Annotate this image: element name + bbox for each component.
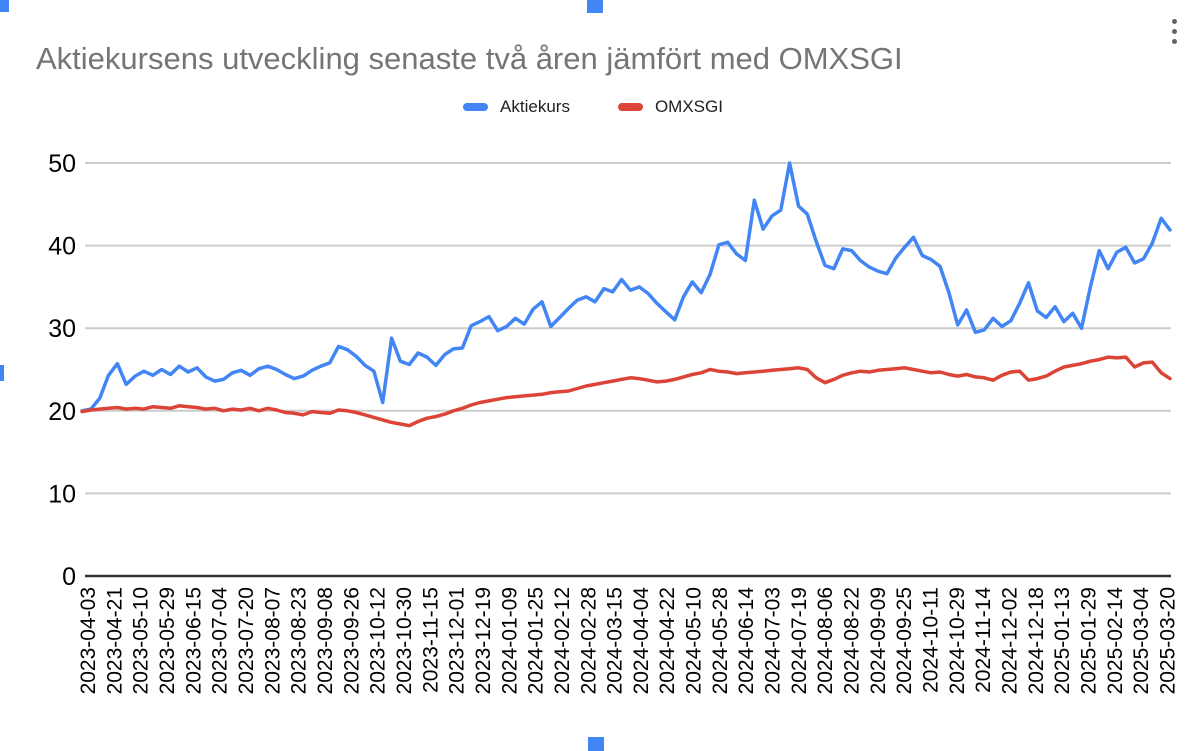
legend-label: OMXSGI bbox=[654, 97, 723, 116]
legend-swatch-omxsgi bbox=[617, 103, 643, 111]
selection-handle-top-left[interactable] bbox=[0, 0, 9, 12]
series-aktiekurs-line[interactable] bbox=[80, 161, 1172, 413]
selection-handle-left-middle[interactable] bbox=[0, 365, 4, 381]
svg-text:40: 40 bbox=[48, 233, 76, 261]
svg-text:2025-03-20: 2025-03-20 bbox=[1157, 587, 1180, 694]
svg-text:2023-10-12: 2023-10-12 bbox=[367, 587, 390, 694]
svg-text:2024-02-12: 2024-02-12 bbox=[551, 587, 574, 694]
legend-item-omxsgi[interactable]: OMXSGI bbox=[617, 97, 723, 117]
svg-text:2024-05-28: 2024-05-28 bbox=[709, 587, 732, 694]
svg-text:2024-07-19: 2024-07-19 bbox=[788, 587, 811, 694]
svg-text:2024-12-02: 2024-12-02 bbox=[999, 587, 1022, 694]
svg-text:2024-08-22: 2024-08-22 bbox=[841, 587, 864, 694]
svg-text:50: 50 bbox=[48, 150, 76, 178]
svg-text:2023-11-15: 2023-11-15 bbox=[419, 587, 442, 693]
svg-text:0: 0 bbox=[62, 563, 76, 591]
svg-text:2025-02-14: 2025-02-14 bbox=[1104, 587, 1127, 695]
svg-text:2023-08-07: 2023-08-07 bbox=[261, 587, 284, 694]
svg-text:2024-03-15: 2024-03-15 bbox=[604, 587, 627, 694]
svg-text:2023-07-04: 2023-07-04 bbox=[209, 587, 232, 695]
svg-text:20: 20 bbox=[48, 398, 76, 426]
svg-text:2024-02-28: 2024-02-28 bbox=[577, 587, 600, 694]
gridlines bbox=[85, 162, 1171, 578]
svg-text:2023-05-10: 2023-05-10 bbox=[130, 587, 153, 694]
svg-text:2024-11-14: 2024-11-14 bbox=[972, 587, 995, 693]
chart-legend: Aktiekurs OMXSGI bbox=[0, 97, 1186, 117]
svg-text:2024-10-29: 2024-10-29 bbox=[946, 587, 969, 694]
svg-text:2023-07-20: 2023-07-20 bbox=[235, 587, 258, 694]
svg-text:2023-09-26: 2023-09-26 bbox=[340, 587, 363, 694]
svg-text:2023-05-29: 2023-05-29 bbox=[156, 587, 179, 694]
svg-text:2024-01-25: 2024-01-25 bbox=[525, 587, 548, 694]
kebab-dot-icon bbox=[1171, 18, 1177, 24]
chart-title[interactable]: Aktiekursens utveckling senaste två åren… bbox=[36, 41, 903, 76]
legend-item-aktiekurs[interactable]: Aktiekurs bbox=[463, 97, 570, 117]
legend-swatch-aktiekurs bbox=[463, 103, 489, 111]
svg-text:2023-10-30: 2023-10-30 bbox=[393, 587, 416, 694]
svg-text:2025-03-04: 2025-03-04 bbox=[1130, 587, 1153, 695]
svg-text:30: 30 bbox=[48, 315, 76, 343]
svg-text:2023-12-19: 2023-12-19 bbox=[472, 587, 495, 694]
selection-handle-top-center[interactable] bbox=[587, 0, 603, 13]
svg-text:2024-05-10: 2024-05-10 bbox=[683, 587, 706, 694]
svg-text:2024-09-09: 2024-09-09 bbox=[867, 587, 890, 694]
legend-label: Aktiekurs bbox=[500, 97, 570, 116]
y-axis-labels: 0 10 20 30 40 50 bbox=[48, 150, 76, 591]
svg-text:2024-04-04: 2024-04-04 bbox=[630, 587, 653, 695]
svg-text:2023-12-01: 2023-12-01 bbox=[446, 587, 469, 694]
svg-text:2024-10-11: 2024-10-11 bbox=[920, 587, 943, 693]
kebab-dot-icon bbox=[1171, 38, 1177, 44]
x-axis-labels: 2023-04-03 2023-04-21 2023-05-10 2023-05-29… bbox=[77, 587, 1180, 695]
svg-text:2024-04-22: 2024-04-22 bbox=[656, 587, 679, 694]
svg-text:2024-08-06: 2024-08-06 bbox=[814, 587, 837, 694]
svg-text:2024-09-25: 2024-09-25 bbox=[893, 587, 916, 694]
series-omxsgi-line[interactable] bbox=[80, 355, 1172, 428]
svg-text:2024-07-03: 2024-07-03 bbox=[762, 587, 785, 694]
svg-text:2024-01-09: 2024-01-09 bbox=[498, 587, 521, 694]
svg-text:2024-06-14: 2024-06-14 bbox=[735, 587, 758, 695]
svg-text:2023-09-08: 2023-09-08 bbox=[314, 587, 337, 694]
svg-text:2025-01-13: 2025-01-13 bbox=[1051, 587, 1074, 694]
selection-handle-bottom-center[interactable] bbox=[588, 737, 604, 751]
svg-text:2024-12-18: 2024-12-18 bbox=[1025, 587, 1048, 694]
svg-text:2025-01-29: 2025-01-29 bbox=[1078, 587, 1101, 694]
svg-text:2023-04-03: 2023-04-03 bbox=[77, 587, 100, 694]
svg-text:2023-08-23: 2023-08-23 bbox=[288, 587, 311, 694]
svg-text:2023-04-21: 2023-04-21 bbox=[103, 587, 126, 694]
kebab-dot-icon bbox=[1171, 28, 1177, 34]
svg-text:10: 10 bbox=[48, 480, 76, 508]
svg-text:2023-06-15: 2023-06-15 bbox=[182, 587, 205, 694]
chart-options-menu-button[interactable] bbox=[1166, 12, 1182, 50]
